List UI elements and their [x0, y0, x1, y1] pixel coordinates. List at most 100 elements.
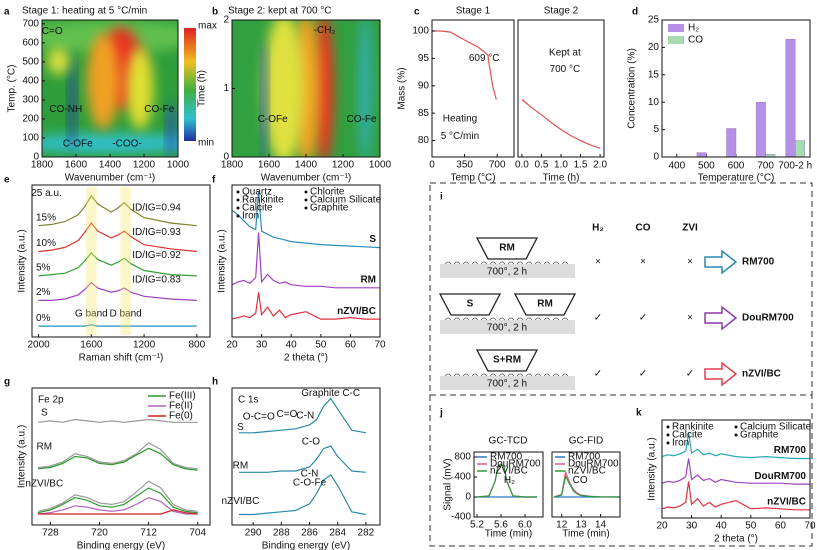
x-tick-label: 60 — [345, 340, 357, 351]
y-tick-label: 100 — [22, 133, 39, 144]
phase-label: Calcium Silicate — [740, 422, 812, 433]
x-axis-label: Wavenumber (cm⁻¹) — [65, 173, 155, 184]
y-axis-label: Intensity (a.u.) — [217, 229, 228, 292]
x-tick-label: 60 — [775, 521, 787, 532]
furnace — [440, 320, 575, 334]
y-axis-label: Mass (%) — [397, 67, 408, 109]
annotation: Heating — [443, 113, 477, 124]
phase-marker — [304, 198, 308, 202]
temperature: 700°, 2 h — [487, 267, 527, 278]
boat-label: RM — [537, 299, 553, 310]
y-tick-label: -400 — [451, 512, 471, 523]
temperature: 700°, 2 h — [487, 323, 527, 334]
annotation: CO-Fe — [144, 104, 174, 115]
y-tick-label: 0 — [33, 152, 39, 163]
series-line — [37, 487, 198, 514]
series-line — [239, 397, 367, 434]
annotation: C-O — [302, 437, 321, 448]
x-tick-label: 400 — [668, 161, 685, 172]
x-axis-label: 2 theta (°) — [284, 353, 328, 364]
series-line — [231, 190, 381, 249]
series-line — [38, 194, 197, 227]
y-tick-label: 400 — [22, 76, 39, 87]
x-tick-label: 20 — [226, 340, 238, 351]
x-tick-label: 1000 — [167, 160, 190, 171]
annotation: 5 °C/min — [441, 131, 479, 142]
phase-label: Rankinite — [242, 195, 284, 206]
arrow — [704, 361, 738, 387]
x-tick-label: 600 — [728, 161, 745, 172]
heatmap-region — [47, 47, 70, 75]
x-tick-label: 1800 — [221, 160, 244, 171]
phase-marker — [734, 433, 738, 437]
x-tick-label: 12 — [556, 520, 568, 531]
annotation: C=O — [42, 26, 63, 37]
series-line — [231, 232, 380, 289]
mark: ✓ — [639, 313, 647, 324]
y-axis-label: Temp. (°C) — [7, 65, 18, 113]
legend-label: Fe(II) — [169, 401, 193, 412]
x-axis-label: Temperature (°C) — [698, 173, 775, 184]
annotation: ID/IG=0.93 — [132, 227, 181, 238]
x-tick-label: 70 — [804, 521, 816, 532]
x-tick-label: 1200 — [133, 340, 156, 351]
x-tick-label: 5.2 — [470, 520, 484, 531]
series-line — [239, 474, 367, 516]
x-tick-label: 704 — [189, 528, 206, 539]
x-axis-label: Time (h) — [543, 173, 580, 184]
x-tick-label: 1800 — [31, 160, 54, 171]
series-line — [38, 252, 197, 277]
phase-label: Calcite — [672, 430, 703, 441]
legend-label: nZVI/BC — [568, 466, 606, 477]
heatmap-region — [42, 133, 178, 153]
x-tick-label: 6.0 — [518, 520, 532, 531]
annotation: 700 °C — [550, 64, 581, 75]
plot-frame — [473, 451, 544, 518]
x-tick-label: 700 — [757, 161, 774, 172]
band-highlight — [86, 187, 97, 335]
mark: ✓ — [594, 313, 602, 324]
heat-wave — [444, 373, 569, 377]
heatmap-region — [167, 102, 176, 157]
y-tick-label: 800 — [454, 452, 471, 463]
chart-title: GC-FID — [569, 436, 603, 447]
chart-title: Stage 2: kept at 700 °C — [228, 6, 332, 17]
panel-label: a — [4, 7, 10, 18]
legend-swatch — [668, 24, 684, 32]
x-tick-label: 1200 — [133, 160, 156, 171]
mark: × — [687, 313, 693, 324]
annotation: S — [237, 422, 244, 433]
phase-label: Calcite — [242, 203, 273, 214]
x-tick-label: 284 — [329, 528, 346, 539]
x-tick-label: 1600 — [80, 340, 103, 351]
mark: × — [687, 257, 693, 268]
series-line — [432, 30, 497, 100]
phase-marker — [666, 433, 670, 437]
heatmap-region — [126, 47, 154, 130]
x-tick-label: 0 — [429, 160, 435, 171]
phase-marker — [236, 198, 240, 202]
plot-frame — [551, 451, 621, 518]
panel-label: b — [212, 7, 218, 18]
y-tick-label: 5 — [653, 124, 659, 135]
mark: × — [595, 257, 601, 268]
arrow — [704, 305, 738, 331]
arrow — [704, 249, 738, 275]
y-tick-label: 80 — [418, 135, 430, 146]
phase-label: Graphite — [310, 203, 349, 214]
phase-marker — [236, 214, 240, 218]
x-tick-label: 0.5 — [535, 160, 549, 171]
series-line — [38, 496, 198, 515]
chart-title: Stage 1: heating at 5 °C/min — [22, 6, 147, 17]
y-axis-label: Intensity (a.u.) — [647, 437, 658, 500]
x-tick-label: 1600 — [258, 160, 281, 171]
y-tick-label: 2 — [223, 15, 229, 26]
phase-marker — [666, 425, 670, 429]
annotation: ID/IG=0.94 — [132, 203, 181, 214]
chart-title: C 1s — [238, 395, 259, 406]
phase-marker — [304, 206, 308, 210]
series-line — [38, 418, 198, 423]
x-tick-label: 728 — [42, 528, 59, 539]
x-axis-label: Time (min) — [562, 529, 609, 540]
series-line — [231, 292, 380, 320]
